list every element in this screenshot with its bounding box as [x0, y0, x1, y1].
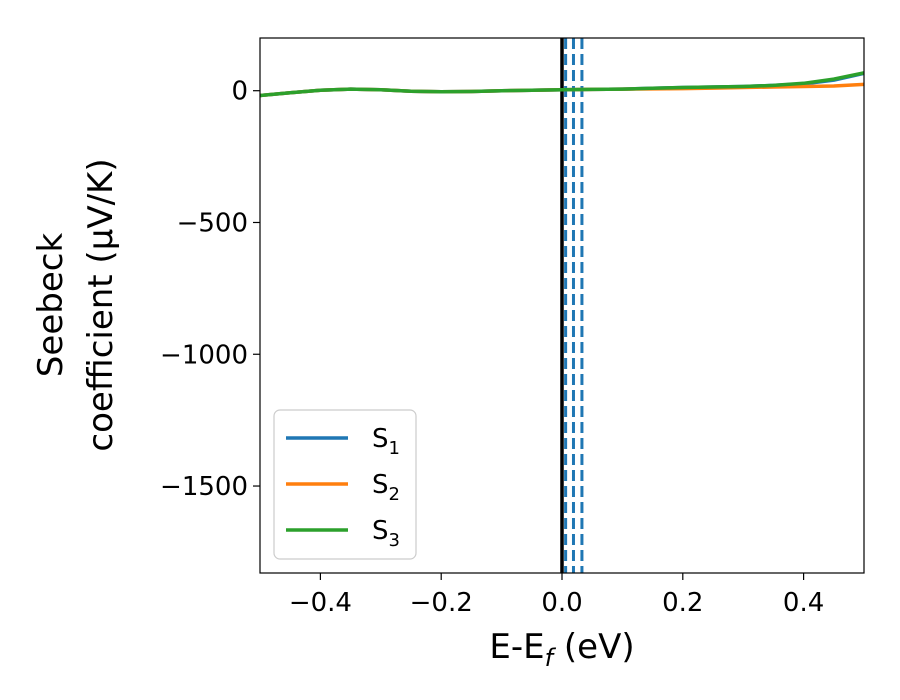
x-tick-label: 0.4 — [783, 588, 824, 618]
vertical-lines-group — [560, 38, 584, 573]
y-tick-label: −500 — [177, 208, 248, 238]
y-axis: 0 −500 −1000 −1500 — [160, 77, 260, 502]
x-axis-title: E-Ef (eV) — [489, 627, 634, 672]
y-tick-label: 0 — [231, 77, 248, 107]
x-axis-title-main: E-E — [489, 627, 544, 667]
x-tick-label: 0.0 — [541, 588, 582, 618]
y-axis-title-line1: Seebeck — [31, 233, 71, 378]
y-axis-title-line2: coefficient (μV/K) — [81, 158, 121, 451]
legend: S1 S2 S3 — [273, 409, 417, 560]
x-axis: −0.4 −0.2 0.0 0.2 0.4 — [289, 573, 824, 618]
series-line-3 — [260, 71, 864, 98]
y-tick-label: −1500 — [160, 472, 248, 502]
legend-label-2: S2 — [372, 470, 400, 505]
legend-label-1: S1 — [372, 424, 400, 459]
y-axis-title: Seebeck coefficient (μV/K) — [31, 158, 121, 451]
x-tick-label: −0.4 — [289, 588, 352, 618]
legend-label-3: S3 — [372, 516, 400, 551]
x-tick-label: 0.2 — [662, 588, 703, 618]
y-tick-label: −1000 — [160, 340, 248, 370]
x-tick-label: −0.2 — [410, 588, 473, 618]
x-axis-title-unit: (eV) — [553, 627, 635, 667]
series-group — [260, 71, 864, 98]
